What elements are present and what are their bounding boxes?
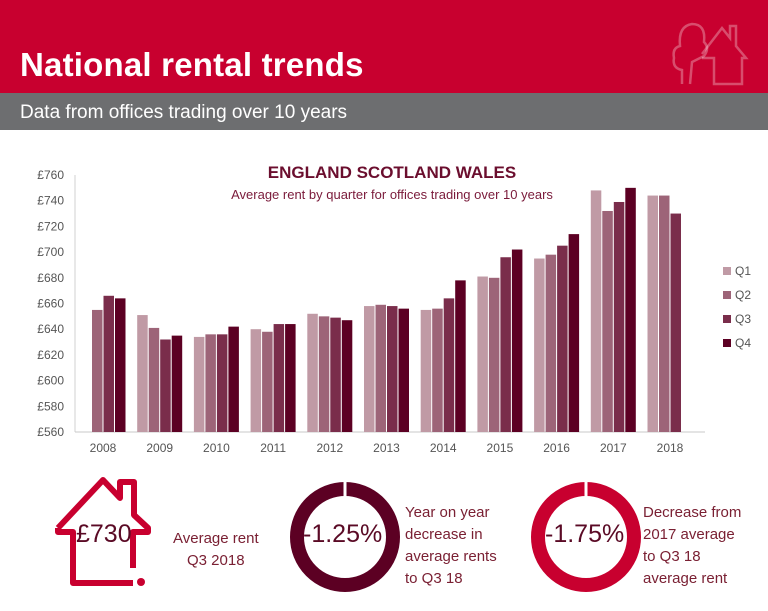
label-line: Decrease from: [643, 504, 742, 521]
decrease-2017-label: Decrease from 2017 average to Q3 18 aver…: [643, 502, 741, 590]
x-tick-label: 2010: [203, 441, 230, 455]
bar-q4-2015: [511, 249, 523, 432]
bar-q2-2014: [432, 308, 443, 432]
legend-swatch-q1: [723, 267, 731, 275]
bar-q3-2008: [103, 295, 114, 432]
label-line: average rents: [405, 548, 497, 565]
page-title: National rental trends: [20, 46, 364, 83]
bar-q1-2009: [137, 315, 148, 432]
x-tick-label: 2016: [543, 441, 570, 455]
label-line: Average rent: [173, 530, 259, 547]
legend-label-q3: Q3: [735, 312, 751, 326]
bar-q1-2010: [193, 336, 205, 432]
bar-q4-2017: [625, 187, 636, 432]
label-line: Year on year: [405, 504, 490, 521]
y-tick-label: £720: [37, 219, 64, 233]
bar-q3-2016: [557, 245, 568, 432]
bar-q1-2013: [364, 306, 375, 432]
bar-q2-2009: [148, 327, 160, 432]
x-tick-label: 2018: [657, 441, 684, 455]
x-tick-label: 2008: [90, 441, 117, 455]
bar-q4-2009: [171, 335, 183, 432]
x-tick-label: 2017: [600, 441, 627, 455]
bar-q2-2010: [205, 334, 216, 432]
y-tick-label: £640: [37, 322, 64, 336]
bar-q4-2011: [285, 324, 296, 432]
y-tick-label: £660: [37, 297, 64, 311]
average-rent-value: £730: [76, 520, 132, 548]
bar-q1-2011: [250, 329, 262, 432]
subtitle: Data from offices trading over 10 years: [20, 102, 348, 123]
bar-q3-2013: [387, 306, 398, 432]
yoy-label: Year on year decrease in average rents t…: [405, 502, 497, 590]
bar-q1-2016: [534, 258, 545, 432]
subtitle-bar: Data from offices trading over 10 years: [0, 93, 768, 130]
chart-title: ENGLAND SCOTLAND WALES: [268, 163, 516, 182]
chart-subtitle: Average rent by quarter for offices trad…: [231, 187, 553, 202]
bar-q2-2015: [488, 277, 500, 432]
bar-q3-2010: [216, 334, 228, 432]
legend-label-q2: Q2: [735, 288, 751, 302]
legend-swatch-q3: [723, 315, 731, 323]
bar-q3-2015: [500, 257, 511, 432]
x-tick-label: 2011: [260, 441, 286, 455]
bar-q2-2013: [375, 304, 386, 432]
bar-q2-2016: [545, 254, 557, 432]
x-tick-label: 2009: [146, 441, 173, 455]
bar-q2-2008: [92, 309, 103, 432]
average-rent-label: Average rent Q3 2018: [173, 528, 259, 572]
bar-q1-2014: [420, 309, 432, 432]
label-line: 2017 average: [643, 526, 735, 543]
bar-q1-2012: [307, 313, 318, 432]
bar-q4-2014: [455, 280, 466, 432]
bar-q3-2009: [160, 339, 171, 432]
y-tick-label: £560: [37, 425, 64, 439]
bar-q4-2016: [568, 234, 580, 432]
bar-q3-2011: [273, 324, 285, 432]
bar-q1-2015: [477, 276, 488, 432]
y-tick-label: £580: [37, 399, 64, 413]
y-tick-label: £600: [37, 374, 64, 388]
header-banner: National rental trends: [0, 0, 768, 93]
label-line: decrease in: [405, 526, 483, 543]
yoy-value: -1.25%: [303, 520, 383, 548]
bar-q2-2018: [659, 195, 670, 432]
bar-q2-2011: [262, 331, 273, 432]
donut-ring-yoy: [290, 481, 400, 592]
label-line: Q3 2018: [187, 552, 245, 569]
x-tick-label: 2012: [316, 441, 343, 455]
bar-q2-2017: [602, 210, 613, 432]
bar-q4-2010: [228, 326, 239, 432]
rent-chart: ENGLAND SCOTLAND WALES Average rent by qu…: [37, 163, 751, 455]
y-tick-label: £620: [37, 348, 64, 362]
bar-q4-2012: [341, 320, 353, 432]
x-tick-label: 2014: [430, 441, 457, 455]
label-line: to Q3 18: [643, 548, 701, 565]
tree-house-icon: [672, 22, 749, 86]
donut-ring-2017: [531, 481, 641, 592]
bar-q3-2018: [670, 213, 681, 432]
decrease-2017-value: -1.75%: [545, 520, 625, 548]
y-tick-label: £740: [37, 194, 64, 208]
legend-swatch-q4: [723, 339, 731, 347]
y-tick-label: £760: [37, 168, 64, 182]
x-tick-label: 2015: [487, 441, 514, 455]
bar-q1-2017: [590, 190, 602, 432]
y-tick-label: £700: [37, 245, 64, 259]
legend-label-q1: Q1: [735, 264, 751, 278]
label-line: to Q3 18: [405, 570, 463, 587]
legend-label-q4: Q4: [735, 336, 751, 350]
bar-q4-2008: [115, 298, 126, 432]
bar-q1-2018: [647, 195, 658, 432]
label-line: average rent: [643, 570, 728, 587]
bar-q3-2012: [330, 317, 341, 432]
bar-q2-2012: [318, 316, 330, 432]
bar-q3-2017: [613, 201, 625, 432]
legend-swatch-q2: [723, 291, 731, 299]
bar-q3-2014: [443, 298, 455, 432]
x-tick-label: 2013: [373, 441, 400, 455]
bar-q4-2013: [398, 308, 409, 432]
y-tick-label: £680: [37, 271, 64, 285]
house-outline-icon: [55, 477, 151, 586]
